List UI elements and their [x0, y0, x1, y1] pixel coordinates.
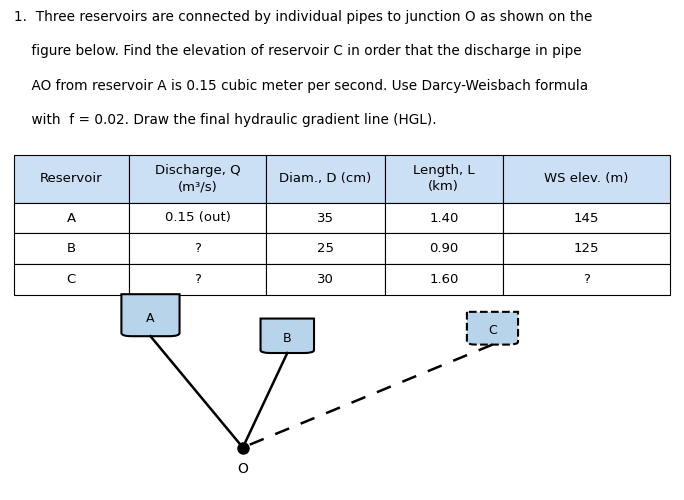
Text: 145: 145 [574, 212, 599, 224]
Text: A: A [66, 212, 76, 224]
Text: A: A [146, 312, 155, 325]
Bar [267, 234, 384, 264]
Bar [384, 202, 503, 234]
Text: O: O [237, 462, 248, 476]
Bar [129, 202, 267, 234]
Text: figure below. Find the elevation of reservoir C in order that the discharge in p: figure below. Find the elevation of rese… [14, 44, 581, 59]
Text: 25: 25 [317, 242, 334, 256]
Text: ?: ? [583, 273, 590, 286]
Text: 30: 30 [317, 273, 334, 286]
Bar [384, 155, 503, 202]
Bar [384, 264, 503, 295]
PathPatch shape [122, 294, 179, 336]
Text: Reservoir: Reservoir [40, 172, 103, 186]
Bar [14, 234, 129, 264]
Text: ?: ? [194, 242, 201, 256]
Text: WS elev. (m): WS elev. (m) [544, 172, 629, 186]
Text: C: C [66, 273, 76, 286]
Bar [503, 155, 670, 202]
Bar [503, 234, 670, 264]
Text: C: C [488, 324, 497, 338]
Bar [14, 264, 129, 295]
Text: 0.90: 0.90 [429, 242, 458, 256]
Text: 35: 35 [317, 212, 334, 224]
Text: 1.40: 1.40 [429, 212, 458, 224]
Text: Discharge, Q
(m³/s): Discharge, Q (m³/s) [155, 164, 240, 194]
Bar [503, 264, 670, 295]
Bar [14, 202, 129, 234]
Text: AO from reservoir A is 0.15 cubic meter per second. Use Darcy-Weisbach formula: AO from reservoir A is 0.15 cubic meter … [14, 78, 588, 92]
Bar [129, 155, 267, 202]
Text: Diam., D (cm): Diam., D (cm) [280, 172, 371, 186]
Text: with  f = 0.02. Draw the final hydraulic gradient line (HGL).: with f = 0.02. Draw the final hydraulic … [14, 113, 436, 127]
Bar [129, 234, 267, 264]
PathPatch shape [467, 312, 518, 344]
Bar [14, 155, 129, 202]
Bar [267, 202, 384, 234]
Text: B: B [66, 242, 76, 256]
Text: 125: 125 [574, 242, 599, 256]
Text: 1.  Three reservoirs are connected by individual pipes to junction O as shown on: 1. Three reservoirs are connected by ind… [14, 10, 592, 24]
Bar [267, 264, 384, 295]
Bar [267, 155, 384, 202]
Text: 1.60: 1.60 [429, 273, 458, 286]
Text: B: B [283, 332, 291, 345]
Text: 0.15 (out): 0.15 (out) [165, 212, 231, 224]
PathPatch shape [261, 318, 314, 353]
Bar [129, 264, 267, 295]
Bar [384, 234, 503, 264]
Text: Length, L
(km): Length, L (km) [413, 164, 475, 194]
Text: ?: ? [194, 273, 201, 286]
Bar [503, 202, 670, 234]
